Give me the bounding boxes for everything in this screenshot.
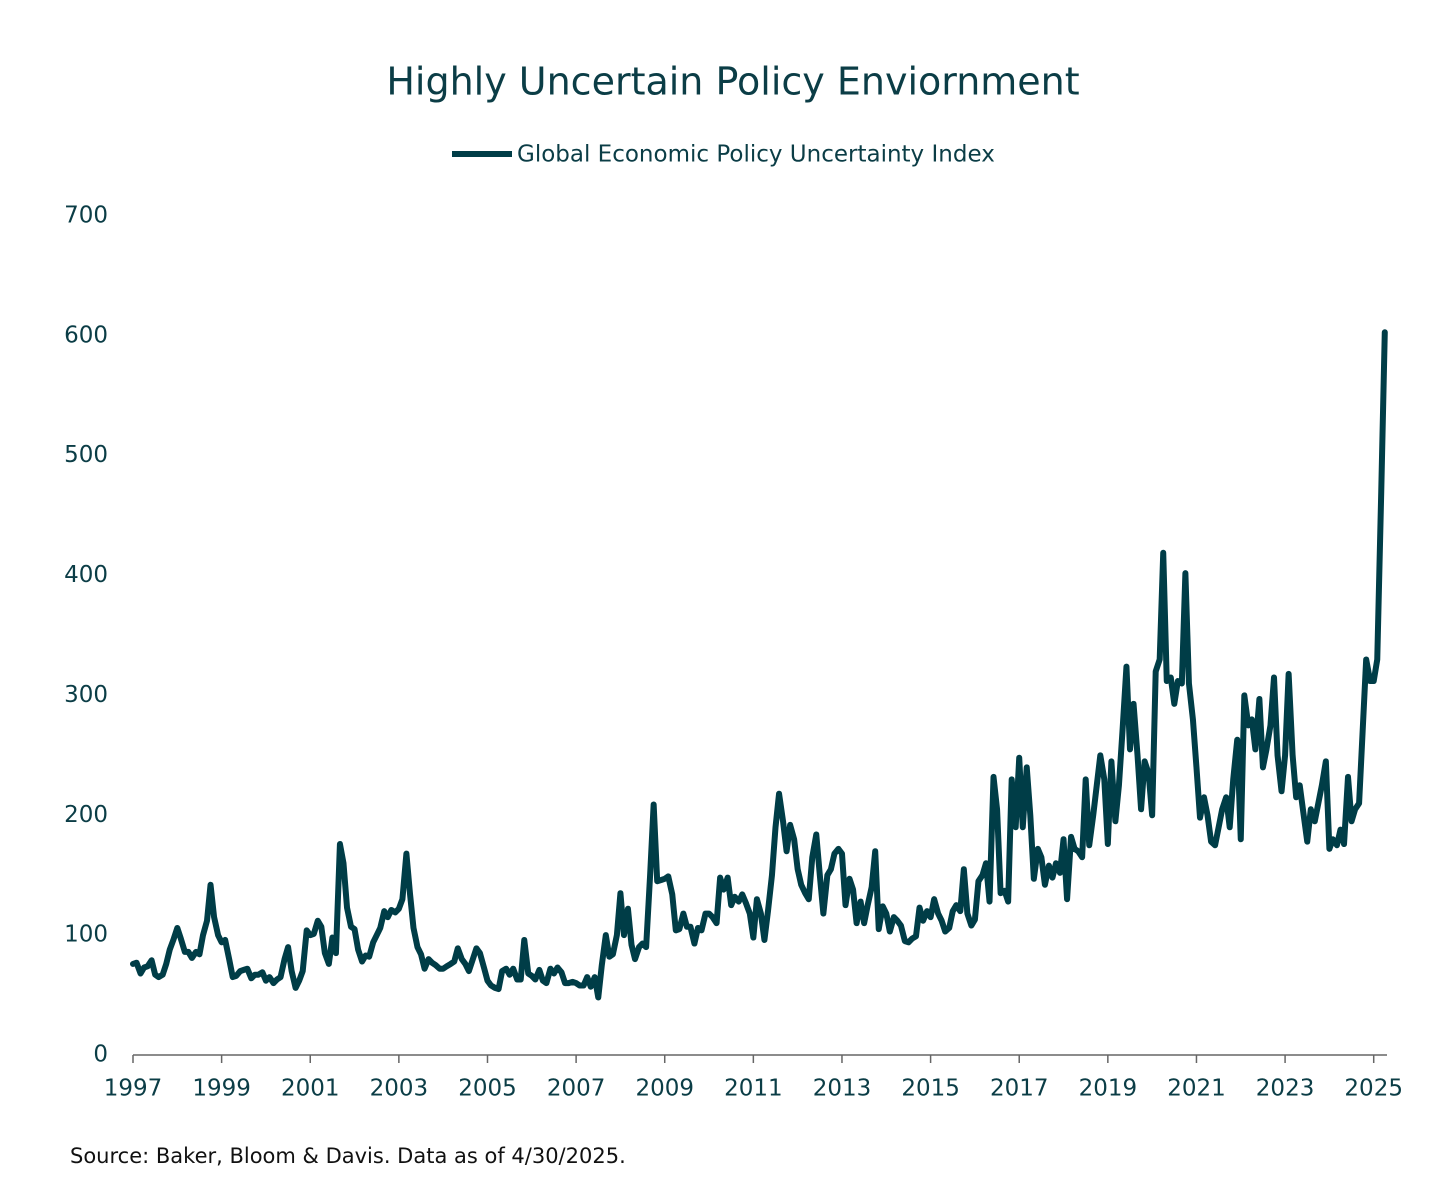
y-tick-label: 600 bbox=[64, 322, 108, 348]
x-tick-label: 2021 bbox=[1167, 1076, 1226, 1102]
y-tick-label: 0 bbox=[93, 1042, 108, 1068]
x-tick-label: 2003 bbox=[370, 1076, 429, 1102]
x-tick-label: 2009 bbox=[635, 1076, 694, 1102]
y-tick-label: 400 bbox=[64, 562, 108, 588]
x-tick-label: 1997 bbox=[104, 1076, 163, 1102]
x-tick-label: 2019 bbox=[1079, 1076, 1138, 1102]
x-tick-label: 2011 bbox=[724, 1076, 783, 1102]
x-tick-label: 2005 bbox=[458, 1076, 517, 1102]
x-tick-label: 2007 bbox=[547, 1076, 606, 1102]
x-tick-label: 2015 bbox=[901, 1076, 960, 1102]
y-tick-label: 300 bbox=[64, 682, 108, 708]
x-tick-label: 2025 bbox=[1344, 1076, 1403, 1102]
data-line bbox=[130, 329, 1388, 1001]
source-note: Source: Baker, Bloom & Davis. Data as of… bbox=[70, 1144, 626, 1168]
y-tick-label: 500 bbox=[64, 442, 108, 468]
x-tick-label: 2013 bbox=[813, 1076, 872, 1102]
x-tick-label: 2001 bbox=[281, 1076, 340, 1102]
x-tick-label: 2017 bbox=[990, 1076, 1049, 1102]
y-tick-label: 100 bbox=[64, 922, 108, 948]
x-tick-label: 2023 bbox=[1256, 1076, 1315, 1102]
y-tick-label: 700 bbox=[64, 203, 108, 229]
chart-title: Highly Uncertain Policy Enviornment bbox=[386, 60, 1079, 104]
x-tick-label: 1999 bbox=[192, 1076, 251, 1102]
y-tick-label: 200 bbox=[64, 802, 108, 828]
legend-label: Global Economic Policy Uncertainty Index bbox=[517, 142, 995, 168]
